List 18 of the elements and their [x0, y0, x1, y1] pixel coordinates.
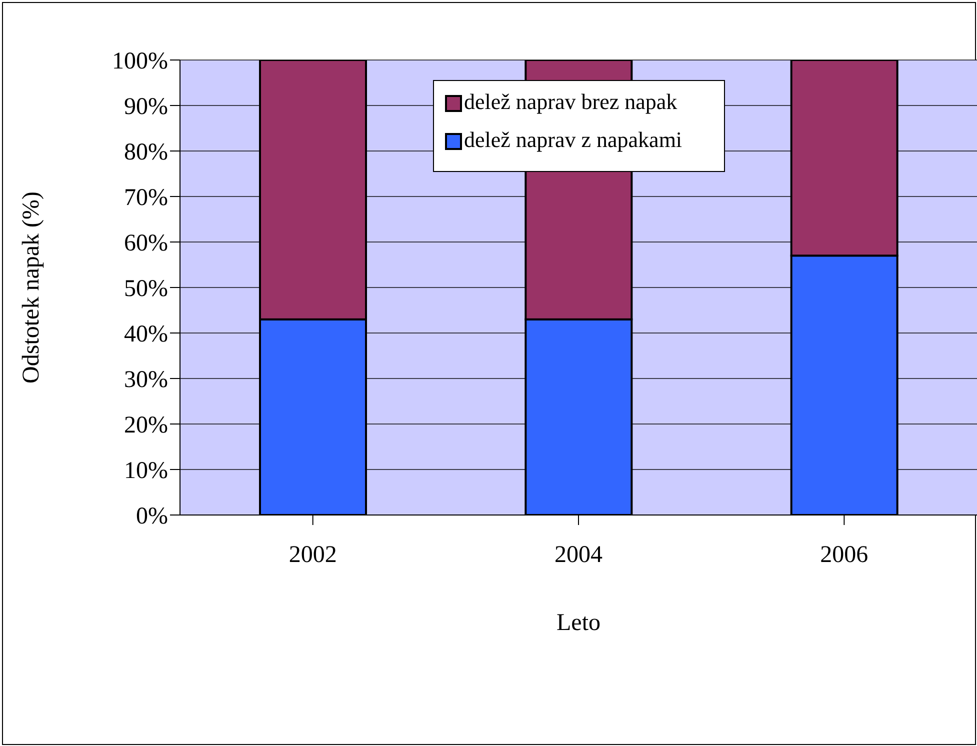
- y-tick-label: 50%: [124, 276, 168, 302]
- y-tick-label: 10%: [124, 458, 168, 484]
- legend-label: delež naprav brez napak: [464, 89, 678, 114]
- x-tick-label: 2004: [554, 542, 602, 568]
- x-tick-label: 2006: [820, 542, 868, 568]
- y-tick-label: 0%: [136, 504, 168, 530]
- y-tick-label: 80%: [124, 140, 168, 166]
- y-tick-label: 90%: [124, 94, 168, 120]
- y-tick-label: 30%: [124, 367, 168, 394]
- x-axis-title: Leto: [556, 610, 600, 636]
- y-tick-label: 100%: [112, 48, 168, 75]
- y-tick-label: 20%: [124, 412, 168, 439]
- x-tick-label: 2002: [288, 542, 337, 568]
- y-tick-label: 40%: [124, 322, 168, 348]
- y-tick-label: 70%: [124, 185, 168, 212]
- y-tick-label: 60%: [124, 230, 168, 257]
- y-axis-title: Odstotek napak (%): [18, 192, 45, 384]
- legend-label: delež naprav z napakami: [464, 127, 682, 152]
